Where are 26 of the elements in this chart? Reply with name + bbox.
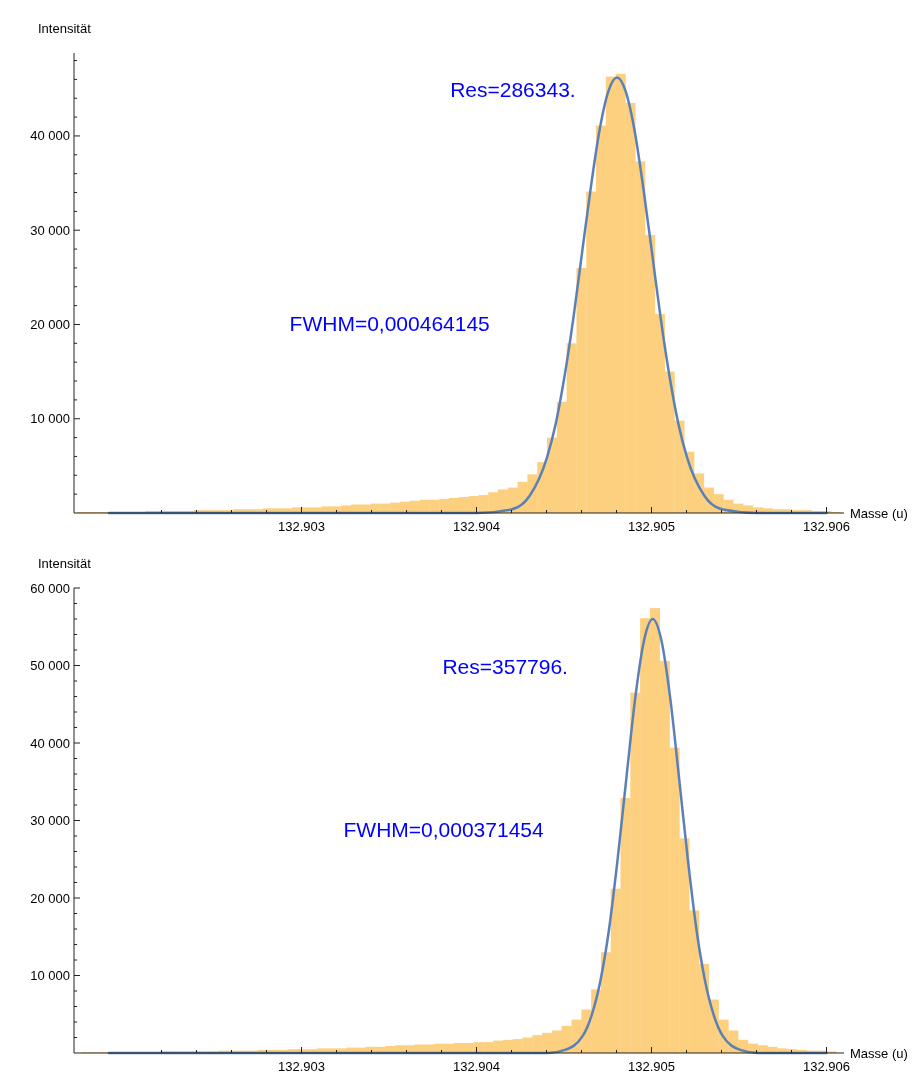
y-tick-label: 60 000 [30, 580, 70, 596]
y-tick-label: 10 000 [30, 411, 70, 427]
y-tick-label: 40 000 [30, 128, 70, 144]
y-tick-label: 50 000 [30, 658, 70, 673]
x-tick-label: 132.905 [628, 519, 675, 534]
annotation: FWHM=0,000464145 [289, 312, 490, 336]
y-tick-label: 30 000 [30, 222, 70, 238]
annotation: FWHM=0,000371454 [343, 817, 545, 841]
x-axis-title: Masse (u) [850, 506, 908, 521]
x-tick-label: 132.906 [803, 519, 850, 534]
annotation: Res=357796. [442, 655, 568, 679]
y-tick-label: 40 000 [30, 735, 70, 751]
x-tick-label: 132.905 [628, 1059, 675, 1074]
y-tick-label: 20 000 [30, 316, 70, 332]
annotation: Res=286343. [450, 77, 576, 101]
x-tick-label: 132.904 [453, 519, 500, 534]
x-tick-label: 132.906 [803, 1059, 850, 1074]
y-tick-label: 30 000 [30, 813, 70, 828]
x-tick-label: 132.903 [278, 519, 325, 534]
y-tick-label: 20 000 [30, 890, 70, 906]
x-tick-label: 132.904 [453, 1059, 500, 1074]
x-axis-title: Masse (u) [850, 1046, 908, 1061]
y-tick-label: 10 000 [30, 968, 70, 983]
y-axis-title: Intensität [38, 556, 92, 571]
y-axis-title: Intensität [38, 21, 92, 36]
x-tick-label: 132.903 [278, 1059, 325, 1074]
